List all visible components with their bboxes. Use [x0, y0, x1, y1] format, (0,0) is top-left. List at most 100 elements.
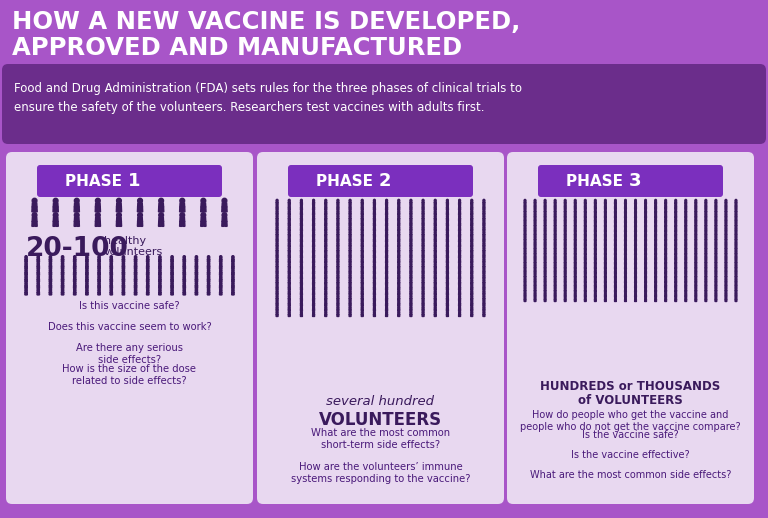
Circle shape	[535, 237, 536, 238]
Polygon shape	[615, 267, 617, 269]
Polygon shape	[574, 294, 576, 295]
Polygon shape	[715, 249, 716, 251]
Polygon shape	[716, 300, 717, 301]
Circle shape	[25, 262, 27, 265]
Polygon shape	[525, 289, 526, 291]
Polygon shape	[302, 288, 303, 290]
Polygon shape	[685, 248, 687, 249]
Polygon shape	[564, 252, 566, 253]
Polygon shape	[134, 293, 135, 295]
Polygon shape	[575, 244, 576, 246]
Polygon shape	[448, 288, 449, 290]
Polygon shape	[654, 258, 656, 260]
Polygon shape	[472, 235, 473, 237]
Circle shape	[715, 269, 717, 270]
Polygon shape	[726, 212, 727, 213]
Polygon shape	[604, 249, 605, 251]
Circle shape	[705, 283, 707, 284]
Circle shape	[685, 241, 687, 243]
Circle shape	[584, 237, 586, 238]
Polygon shape	[422, 244, 424, 246]
Polygon shape	[337, 212, 339, 213]
Polygon shape	[122, 280, 124, 282]
Polygon shape	[574, 201, 576, 203]
Polygon shape	[61, 284, 64, 286]
Polygon shape	[645, 275, 647, 277]
Polygon shape	[313, 213, 315, 215]
Polygon shape	[300, 308, 303, 309]
Circle shape	[483, 290, 485, 292]
Circle shape	[665, 260, 667, 262]
Circle shape	[645, 274, 647, 275]
Polygon shape	[625, 277, 627, 278]
Polygon shape	[715, 224, 717, 226]
Polygon shape	[98, 280, 99, 282]
Polygon shape	[195, 293, 197, 295]
Polygon shape	[555, 244, 556, 246]
Circle shape	[645, 297, 647, 298]
Polygon shape	[675, 201, 677, 203]
Polygon shape	[422, 309, 423, 311]
Polygon shape	[373, 277, 374, 279]
Polygon shape	[525, 263, 526, 264]
Polygon shape	[705, 217, 706, 218]
Circle shape	[545, 255, 546, 257]
Polygon shape	[675, 203, 676, 204]
Circle shape	[705, 199, 707, 201]
Polygon shape	[634, 257, 637, 258]
Polygon shape	[545, 201, 546, 203]
Circle shape	[675, 269, 677, 270]
Polygon shape	[624, 280, 627, 281]
Polygon shape	[604, 291, 605, 292]
Polygon shape	[74, 203, 79, 207]
Circle shape	[300, 237, 303, 238]
Polygon shape	[276, 303, 278, 304]
Polygon shape	[535, 201, 536, 203]
Polygon shape	[535, 206, 536, 207]
Circle shape	[325, 205, 326, 207]
Polygon shape	[349, 224, 350, 226]
Polygon shape	[471, 254, 472, 256]
Circle shape	[725, 264, 727, 266]
Polygon shape	[604, 295, 605, 297]
Polygon shape	[37, 258, 39, 260]
Polygon shape	[524, 286, 525, 287]
Circle shape	[594, 264, 596, 266]
Polygon shape	[375, 309, 376, 311]
Circle shape	[74, 262, 76, 265]
Polygon shape	[398, 233, 399, 235]
Polygon shape	[375, 262, 376, 263]
Polygon shape	[276, 270, 278, 272]
Circle shape	[604, 283, 606, 284]
Polygon shape	[446, 309, 447, 311]
Polygon shape	[686, 217, 687, 218]
Polygon shape	[86, 258, 88, 260]
Polygon shape	[725, 266, 727, 267]
Polygon shape	[373, 304, 374, 306]
Circle shape	[725, 237, 727, 238]
Polygon shape	[545, 272, 546, 274]
Polygon shape	[338, 246, 339, 247]
Polygon shape	[221, 260, 222, 262]
Polygon shape	[624, 206, 627, 207]
Polygon shape	[675, 277, 676, 278]
Circle shape	[614, 278, 616, 280]
Polygon shape	[350, 314, 351, 316]
Polygon shape	[735, 267, 736, 269]
Polygon shape	[458, 207, 461, 208]
Circle shape	[574, 227, 576, 229]
Polygon shape	[276, 293, 277, 295]
Circle shape	[574, 218, 576, 220]
Polygon shape	[183, 278, 185, 280]
Polygon shape	[77, 207, 79, 212]
Polygon shape	[37, 293, 38, 295]
Polygon shape	[471, 309, 472, 311]
Polygon shape	[645, 262, 647, 263]
Polygon shape	[313, 281, 315, 283]
Circle shape	[645, 241, 647, 243]
Circle shape	[337, 199, 339, 201]
Polygon shape	[665, 284, 667, 286]
Polygon shape	[665, 295, 666, 297]
Polygon shape	[398, 262, 399, 263]
Polygon shape	[584, 244, 585, 246]
